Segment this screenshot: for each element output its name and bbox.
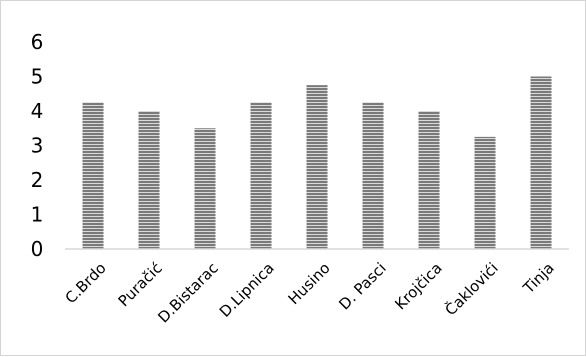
y-tick-label: 1 — [31, 203, 44, 227]
x-category-label: D.Lipnica — [216, 259, 278, 321]
y-tick-label: 2 — [31, 168, 44, 192]
bars — [82, 76, 552, 249]
x-category-label: Čaklovići — [441, 258, 502, 319]
x-category-label: C.Brdo — [62, 259, 110, 307]
bar — [474, 136, 496, 249]
bar — [194, 128, 216, 249]
y-tick-label: 5 — [31, 65, 44, 89]
bar — [418, 111, 440, 249]
y-tick-label: 4 — [31, 99, 44, 123]
bar — [250, 102, 272, 249]
bar — [362, 102, 384, 249]
bar — [530, 76, 552, 249]
x-category-label: D. Pasci — [335, 259, 389, 313]
x-category-label: Husino — [285, 259, 334, 308]
y-axis-ticks: 0 1 2 3 4 5 6 — [31, 30, 44, 261]
y-tick-label: 0 — [31, 237, 44, 261]
bar — [138, 111, 160, 249]
y-tick-label: 3 — [31, 134, 44, 158]
x-category-label: D.Bistarac — [154, 259, 221, 326]
x-category-label: Puračić — [115, 259, 166, 310]
bar — [82, 102, 104, 249]
y-tick-label: 6 — [31, 30, 44, 54]
x-category-label: Tinja — [519, 259, 558, 298]
bar — [306, 85, 328, 249]
x-category-label: Krojčica — [391, 259, 445, 313]
